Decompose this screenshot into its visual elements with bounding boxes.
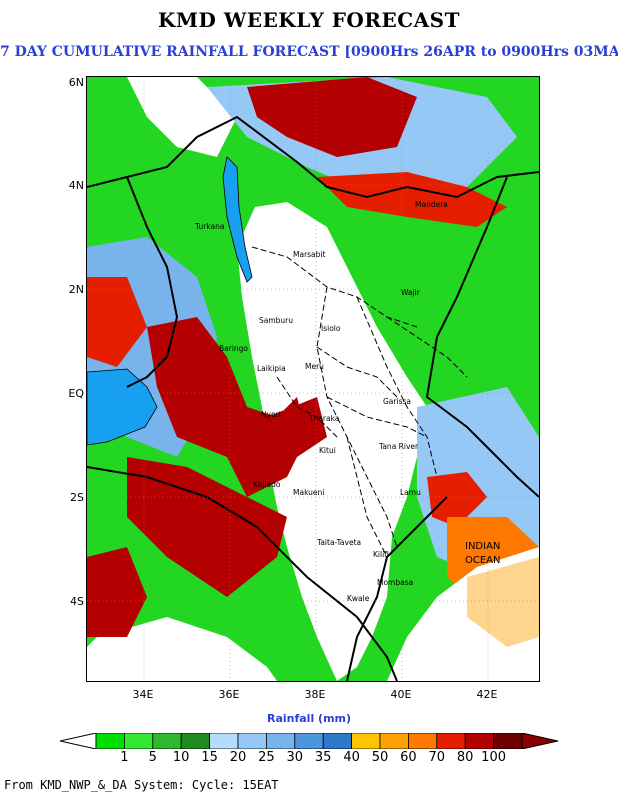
colorbar-level-label: 35 xyxy=(314,750,332,765)
place-kwale: Kwale xyxy=(347,594,370,603)
place-garissa: Garissa xyxy=(383,397,411,406)
place-isiolo: Isiolo xyxy=(321,324,341,333)
lat-label-4s: 4S xyxy=(70,595,84,608)
colorbar-level-label: 50 xyxy=(371,750,389,765)
colorbar-level-label: 15 xyxy=(201,750,218,765)
place-taita-taveta: Taita-Taveta xyxy=(316,538,361,547)
lake-turkana xyxy=(222,156,253,283)
lat-label-eq: EQ xyxy=(68,387,84,400)
colorbar xyxy=(60,733,558,749)
place-mandera: Mandera xyxy=(415,200,448,209)
colorbar-segment xyxy=(95,733,125,749)
colorbar-segment xyxy=(436,733,466,749)
heavy-rain-zone xyxy=(317,172,507,227)
colorbar-segment xyxy=(407,733,438,749)
lon-label-42e: 42E xyxy=(476,688,498,701)
colorbar-level-label: 70 xyxy=(428,750,446,765)
heavy-rain-zone xyxy=(247,77,417,157)
place-nyeri: Nyeri xyxy=(261,410,281,419)
colorbar-segment xyxy=(265,733,296,749)
ocean-label-line2: OCEAN xyxy=(465,555,501,566)
colorbar-segment xyxy=(237,733,267,749)
colorbar-segment xyxy=(322,733,353,749)
colorbar-level-label: 10 xyxy=(172,750,190,765)
colorbar-segment xyxy=(209,733,239,749)
colorbar-level-label: 1 xyxy=(120,750,129,765)
place-samburu: Samburu xyxy=(259,316,293,325)
colorbar-segment xyxy=(351,733,381,749)
heavy-rain-zone xyxy=(127,457,287,597)
place-wajir: Wajir xyxy=(401,288,421,297)
place-kitui: Kitui xyxy=(319,446,336,455)
colorbar-level-label: 30 xyxy=(286,750,304,765)
place-marsabit: Marsabit xyxy=(293,250,325,259)
place-turkana: Turkana xyxy=(194,222,224,231)
colorbar-segment xyxy=(493,733,523,749)
lon-label-40e: 40E xyxy=(390,688,412,701)
colorbar-segment xyxy=(152,733,182,749)
country-border xyxy=(87,115,539,681)
place-lamu: Lamu xyxy=(400,488,421,497)
map-title: KMD WEEKLY FORECAST xyxy=(158,8,460,32)
lon-label-36e: 36E xyxy=(218,688,240,701)
colorbar-segment xyxy=(124,733,154,749)
colorbar-title: Rainfall (mm) xyxy=(266,712,352,725)
map-subtitle: 7 DAY CUMULATIVE RAINFALL FORECAST [0900… xyxy=(0,44,618,60)
colorbar-segment xyxy=(180,733,210,749)
heavy-rain-zone xyxy=(267,397,327,457)
indian-ocean xyxy=(387,547,539,681)
colorbar-segment xyxy=(464,733,495,749)
lat-label-2n: 2N xyxy=(68,283,84,296)
lon-label-38e: 38E xyxy=(304,688,326,701)
place-kajiado: Kajiado xyxy=(253,480,281,489)
heavy-rain-zone xyxy=(147,317,307,497)
indian-ocean-rain xyxy=(467,557,539,647)
place-tharaka: Tharaka xyxy=(308,414,339,423)
place-mombasa: Mombasa xyxy=(377,578,413,587)
colorbar-level-label: 80 xyxy=(456,750,474,765)
county-borders xyxy=(251,246,468,558)
lat-label-4n: 4N xyxy=(68,179,84,192)
lat-label-6n: 6N xyxy=(68,76,84,89)
colorbar-level-label: 20 xyxy=(229,750,247,765)
place-meru: Meru xyxy=(305,362,324,371)
footer-text: From KMD_NWP_&_DA System: Cycle: 15EAT xyxy=(4,778,279,792)
lat-label-2s: 2S xyxy=(70,491,84,504)
place-makueni: Makueni xyxy=(293,488,324,497)
place-laikipia: Laikipia xyxy=(257,364,286,373)
ocean-label-line1: INDIAN xyxy=(465,541,500,552)
heavy-rain-zone xyxy=(427,472,487,527)
place-tana-river: Tana River xyxy=(378,442,419,451)
place-baringo: Baringo xyxy=(219,344,248,353)
colorbar-level-label: 25 xyxy=(258,750,275,765)
dry-region xyxy=(237,202,427,681)
lon-label-34e: 34E xyxy=(132,688,154,701)
heavy-rain-zone xyxy=(87,277,147,367)
dry-region-southwest xyxy=(87,617,277,681)
colorbar-segment xyxy=(294,733,324,749)
rainfall-map-canvas: Turkana Marsabit Mandera Wajir Samburu I… xyxy=(87,77,539,681)
place-kilifi: Kilifi xyxy=(373,550,389,559)
colorbar-upper-arrow xyxy=(521,733,558,749)
dry-region-north xyxy=(127,77,237,157)
heavy-rain-zone xyxy=(87,547,147,637)
rainfall-map: Turkana Marsabit Mandera Wajir Samburu I… xyxy=(86,76,540,682)
colorbar-level-label: 60 xyxy=(400,750,417,765)
lake-victoria xyxy=(87,368,158,446)
colorbar-level-label: 40 xyxy=(343,750,360,765)
colorbar-level-label: 5 xyxy=(148,750,157,765)
colorbar-segment xyxy=(379,733,409,749)
colorbar-lower-arrow xyxy=(60,733,97,749)
colorbar-level-label: 100 xyxy=(481,750,506,765)
